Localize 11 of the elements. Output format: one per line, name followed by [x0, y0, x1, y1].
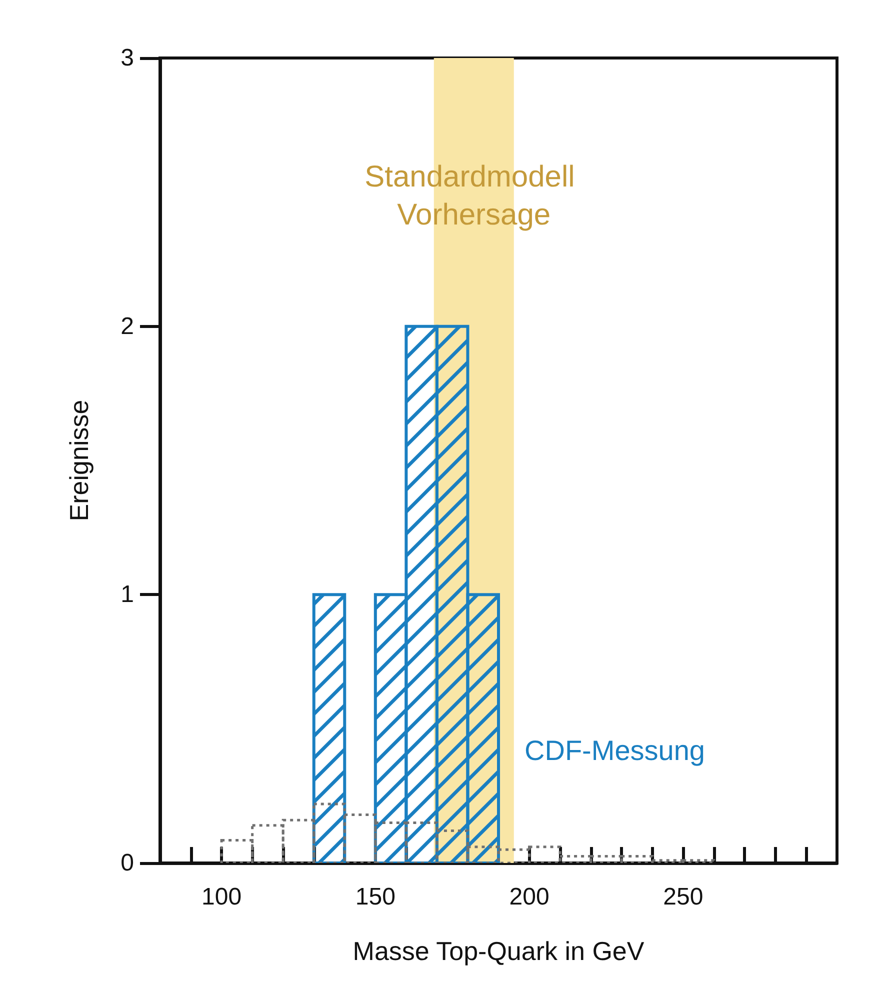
- x-tick-label: 250: [663, 884, 704, 910]
- y-tick-label: 1: [120, 581, 134, 608]
- y-tick-label: 3: [120, 44, 134, 72]
- x-tick-label: 100: [202, 884, 242, 910]
- y-tick-label: 0: [120, 850, 134, 876]
- x-tick-label: 200: [509, 884, 550, 910]
- y-axis-title: Ereignisse: [64, 400, 94, 522]
- y-tick-label: 2: [120, 312, 134, 340]
- x-axis-title: Masse Top-Quark in GeV: [352, 936, 645, 966]
- x-tick-label: 150: [355, 884, 396, 910]
- series-label: CDF-Messung: [524, 734, 705, 766]
